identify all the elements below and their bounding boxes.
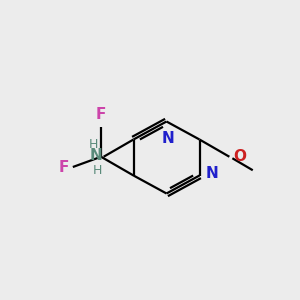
Text: F: F [96, 107, 106, 122]
Text: H: H [93, 164, 102, 177]
Text: H: H [89, 138, 98, 151]
Text: N: N [89, 148, 102, 163]
Text: N: N [162, 130, 174, 146]
Text: O: O [233, 149, 246, 164]
Text: F: F [59, 160, 69, 175]
Text: N: N [206, 167, 219, 182]
